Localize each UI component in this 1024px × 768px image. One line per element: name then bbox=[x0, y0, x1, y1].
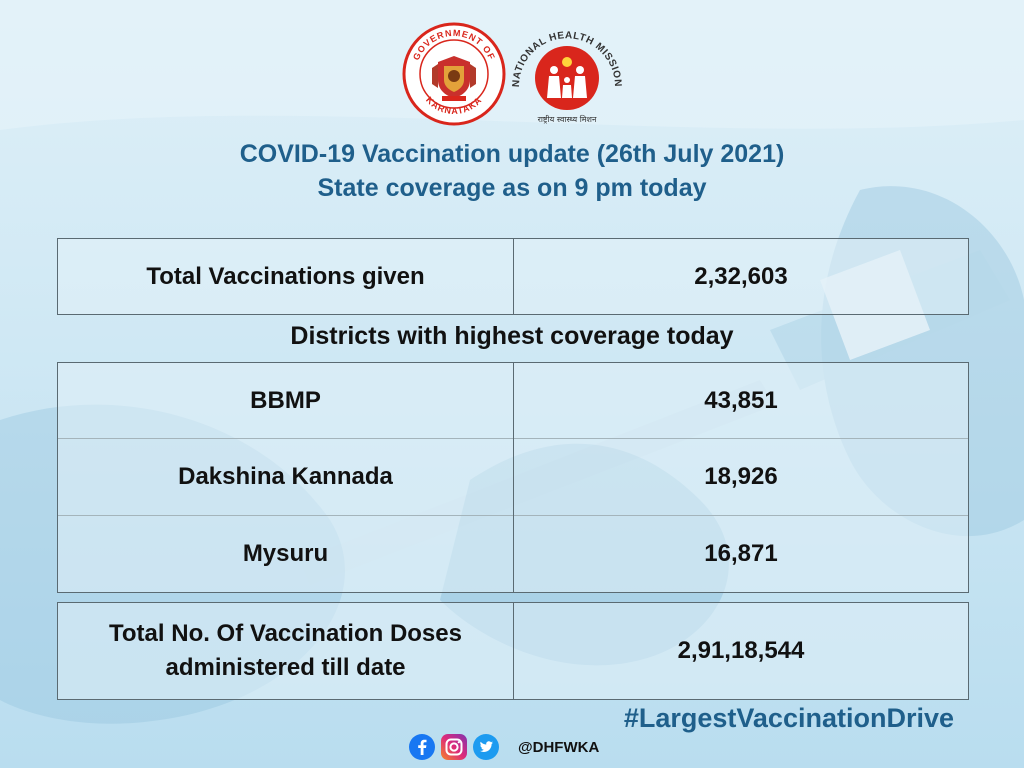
logo-row: GOVERNMENT OF KARNATAKA NATIONAL HEALTH … bbox=[0, 18, 1024, 128]
facebook-icon[interactable] bbox=[408, 733, 436, 761]
district-name: Dakshina Kannada bbox=[58, 438, 514, 515]
total-doses-label-line1: Total No. Of Vaccination Doses bbox=[109, 620, 462, 647]
total-doses-label: Total No. Of Vaccination Doses administe… bbox=[58, 603, 514, 699]
total-doses-label-line2: administered till date bbox=[165, 654, 406, 681]
national-health-mission-logo: NATIONAL HEALTH MISSION राष्ट्रीय स्वास्… bbox=[511, 30, 623, 124]
district-name: Mysuru bbox=[58, 515, 514, 592]
district-row: Dakshina Kannada 18,926 bbox=[57, 438, 969, 516]
page-title: COVID-19 Vaccination update (26th July 2… bbox=[239, 140, 785, 168]
total-vaccinations-value: 2,32,603 bbox=[694, 262, 788, 290]
district-value: 16,871 bbox=[704, 539, 778, 567]
social-bar: @DHFWKA bbox=[408, 733, 599, 761]
district-row: Mysuru 16,871 bbox=[57, 515, 969, 593]
district-value: 18,926 bbox=[704, 462, 778, 490]
district-value: 43,851 bbox=[704, 386, 778, 414]
total-vaccinations-label: Total Vaccinations given bbox=[58, 239, 514, 314]
districts-heading: Districts with highest coverage today bbox=[290, 322, 734, 350]
total-vaccinations-row: Total Vaccinations given 2,32,603 bbox=[57, 238, 969, 315]
district-name: BBMP bbox=[58, 363, 514, 438]
hashtag: #LargestVaccinationDrive bbox=[623, 703, 954, 733]
total-doses-row: Total No. Of Vaccination Doses administe… bbox=[57, 602, 969, 700]
social-handle[interactable]: @DHFWKA bbox=[518, 738, 600, 756]
karnataka-government-emblem: GOVERNMENT OF KARNATAKA bbox=[402, 22, 506, 126]
page-subtitle: State coverage as on 9 pm today bbox=[317, 174, 707, 202]
twitter-icon[interactable] bbox=[472, 733, 500, 761]
total-doses-value: 2,91,18,544 bbox=[677, 637, 805, 664]
instagram-icon[interactable] bbox=[440, 733, 468, 761]
svg-text:राष्ट्रीय स्वास्थ्य मिशन: राष्ट्रीय स्वास्थ्य मिशन bbox=[538, 114, 597, 124]
district-row: BBMP 43,851 bbox=[57, 362, 969, 439]
